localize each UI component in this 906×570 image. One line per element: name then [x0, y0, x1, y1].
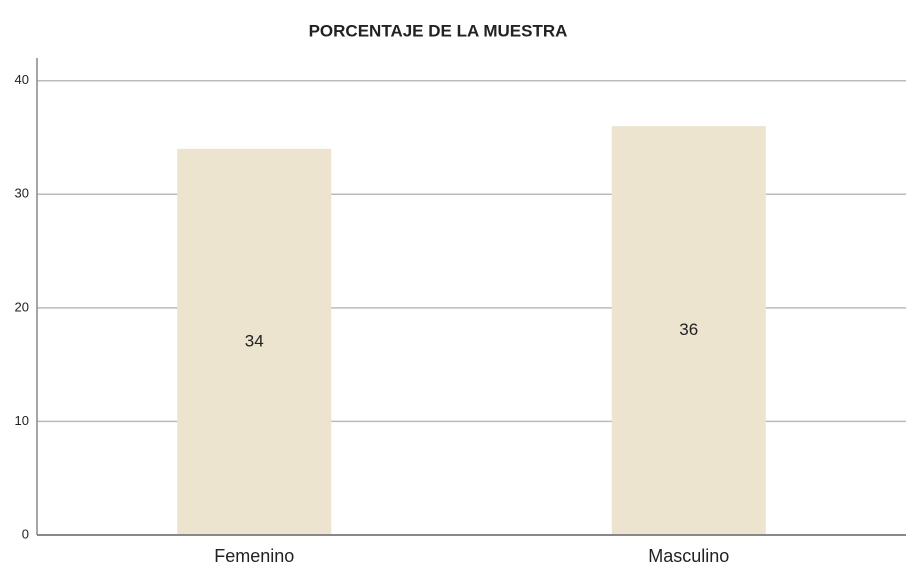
x-tick-label: Femenino: [214, 546, 294, 566]
y-tick-label: 40: [15, 72, 29, 87]
bar: [611, 126, 766, 536]
chart-title: PORCENTAJE DE LA MUESTRA: [309, 21, 568, 40]
bar: [177, 148, 332, 535]
x-tick-label: Masculino: [648, 546, 729, 566]
value-label: 36: [679, 320, 698, 339]
y-tick-label: 0: [22, 526, 29, 541]
y-tick-label: 30: [15, 186, 29, 201]
value-label: 34: [245, 331, 264, 350]
y-tick-label: 20: [15, 299, 29, 314]
y-tick-label: 10: [15, 413, 29, 428]
